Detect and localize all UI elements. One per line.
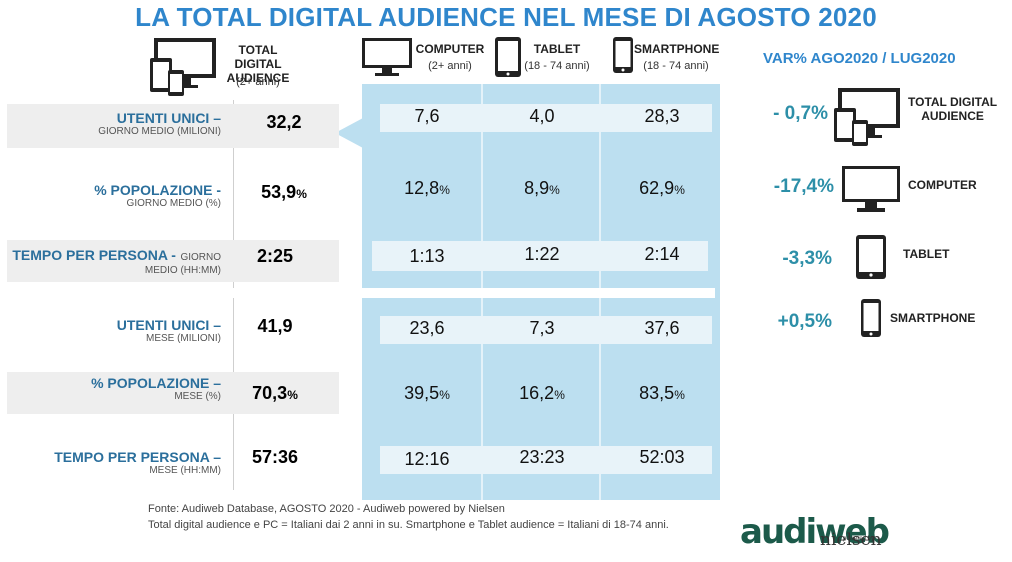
total-value: 53,9% (261, 182, 307, 202)
computer-value: 23,6 (409, 318, 445, 338)
computer-value: 7,6 (414, 106, 440, 126)
tablet-value: 7,3 (529, 318, 555, 338)
smartphone-value: 28,3 (644, 106, 680, 126)
smartphone-icon (613, 37, 633, 73)
computer-value: 1:13 (409, 246, 445, 266)
smartphone-value: 62,9% (639, 178, 685, 198)
total-value: 70,3% (252, 383, 298, 403)
total-value: 2:25 (256, 246, 294, 266)
header-smartphone-sub: (18 - 74 anni) (643, 60, 709, 72)
variation-label: TOTAL DIGITAL AUDIENCE (908, 95, 998, 123)
table-row-label: % POPOLAZIONE – MESE (%) (91, 375, 221, 402)
smartphone-value: 2:14 (644, 244, 680, 264)
table-row-label: UTENTI UNICI – MESE (MILIONI) (116, 317, 221, 344)
row-cells-bg (380, 446, 712, 474)
variation-label: SMARTPHONE (890, 311, 976, 325)
audience-note: Total digital audience e PC = Italiani d… (148, 519, 669, 531)
tablet-value: 16,2% (519, 383, 565, 403)
row-highlight (7, 372, 339, 414)
panel-pointer (335, 118, 363, 148)
smartphone-value: 37,6 (644, 318, 680, 338)
row-highlight (7, 240, 339, 282)
header-total-sub: (2+ anni) (236, 76, 280, 88)
audiweb-logo: audiweb (740, 512, 890, 552)
header-smartphone-label: SMARTPHONE (634, 42, 720, 56)
total-value: 32,2 (266, 112, 302, 132)
variation-value: +0,5% (777, 311, 832, 332)
section-divider (7, 288, 715, 298)
variation-title: VAR% AGO2020 / LUG2020 (763, 50, 956, 67)
source-note: Fonte: Audiweb Database, AGOSTO 2020 - A… (148, 503, 505, 515)
variation-label: COMPUTER (908, 178, 977, 192)
monitor-icon (842, 166, 900, 212)
smartphone-value: 83,5% (639, 383, 685, 403)
variation-value: - 0,7% (773, 103, 828, 124)
table-row-label: % POPOLAZIONE - GIORNO MEDIO (%) (94, 182, 221, 209)
variation-label: TABLET (903, 247, 950, 261)
computer-value: 12:16 (404, 449, 450, 469)
monitor-icon (362, 38, 412, 76)
total-value: 57:36 (251, 447, 299, 467)
tablet-icon (495, 37, 521, 77)
multi-device-icon (834, 88, 900, 146)
variation-value: -3,3% (782, 248, 832, 269)
header-computer-label: COMPUTER (415, 42, 485, 56)
header-computer-sub: (2+ anni) (428, 60, 472, 72)
variation-value: -17,4% (773, 176, 834, 197)
tablet-value: 4,0 (529, 106, 555, 126)
nielsen-logo: nielsen (820, 530, 882, 550)
tablet-icon (856, 235, 886, 279)
row-cells-bg (380, 316, 712, 344)
header-total-label: TOTAL DIGITAL AUDIENCE (226, 43, 290, 85)
page-title: LA TOTAL DIGITAL AUDIENCE NEL MESE DI AG… (135, 2, 877, 32)
powered-by-text: powered by (843, 536, 875, 542)
tablet-value: 1:22 (524, 244, 560, 264)
multi-device-icon (150, 38, 216, 96)
header-tablet-label: TABLET (533, 42, 581, 56)
table-row-label: UTENTI UNICI – GIORNO MEDIO (MILIONI) (98, 110, 221, 137)
tablet-value: 8,9% (524, 178, 560, 198)
header-tablet-sub: (18 - 74 anni) (524, 60, 590, 72)
row-highlight (7, 104, 339, 148)
total-value: 41,9 (257, 316, 293, 336)
table-row-label: TEMPO PER PERSONA – MESE (HH:MM) (54, 449, 221, 476)
row-cells-bg (372, 241, 708, 271)
row-cells-bg (380, 104, 712, 132)
table-row-label: TEMPO PER PERSONA - GIORNO MEDIO (HH:MM) (12, 247, 221, 276)
smartphone-icon (861, 299, 881, 337)
smartphone-value: 52:03 (639, 447, 685, 467)
computer-value: 12,8% (404, 178, 450, 198)
computer-value: 39,5% (404, 383, 450, 403)
tablet-value: 23:23 (519, 447, 565, 467)
